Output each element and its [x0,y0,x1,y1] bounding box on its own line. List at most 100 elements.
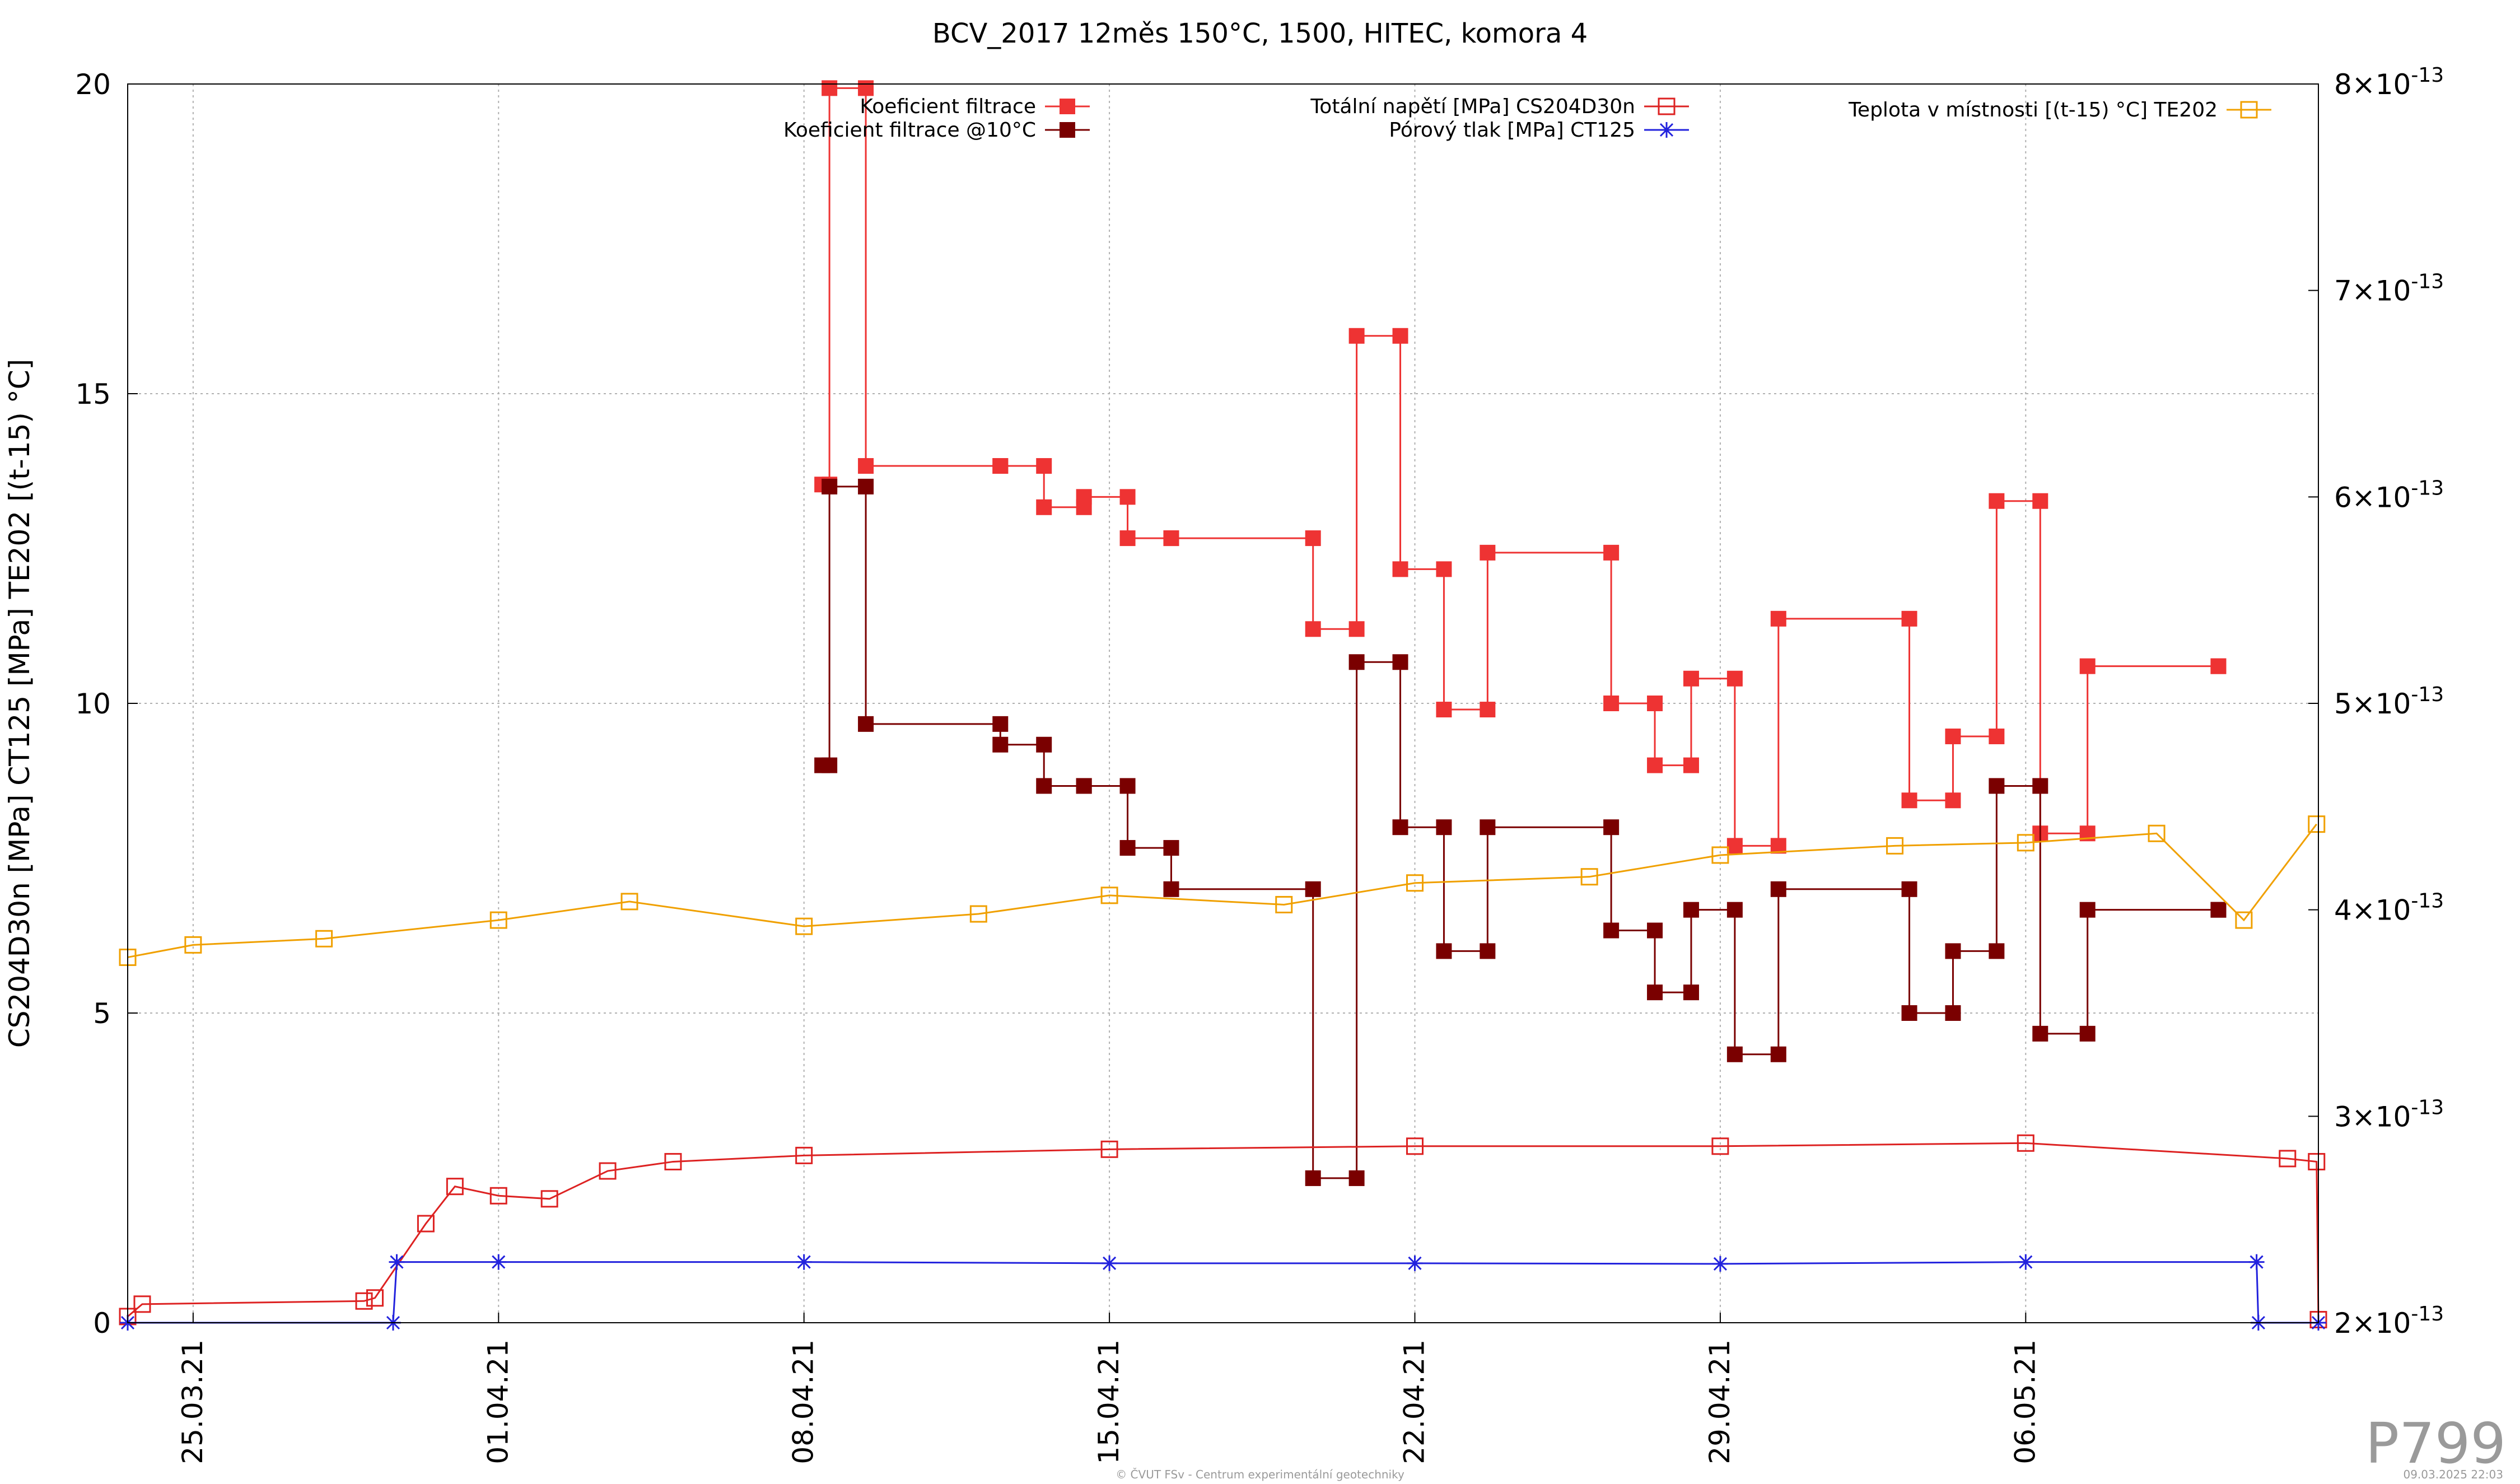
data-point [1436,943,1452,959]
data-point [1683,670,1699,687]
data-point [796,1254,812,1270]
data-point [1119,530,1136,547]
y2-tick-label: 7×10-13 [2334,270,2444,307]
data-point [620,893,638,911]
axes: 25.03.21 01.04.21 08.04.21 15.04.21 22.04.21… [75,64,2444,1464]
data-point [1647,696,1663,711]
legend-label: Koeficient filtrace [860,95,1036,118]
data-point [1683,757,1699,773]
series-2 [814,478,2227,1186]
data-point [2235,911,2253,929]
data-point [795,1146,813,1164]
y-tick-label: 20 [75,68,111,101]
data-point [1305,1170,1321,1186]
data-point [992,458,1009,474]
legend-marker [1658,97,1676,115]
data-point [1726,902,1743,918]
data-point [858,458,874,474]
legend-label: Pórový tlak [MPa] CT125 [1389,119,1635,142]
data-point [1348,328,1365,344]
chart-title: BCV_2017 12měs 150°C, 1500, HITEC, komor… [932,18,1588,49]
data-point [2017,834,2034,852]
data-point [446,1178,464,1196]
data-point [1945,728,1961,744]
legend-entry: Teplota v místnosti [(t-15) °C] TE202 [1848,99,2271,122]
data-point [1076,499,1092,515]
data-point [1100,886,1118,904]
data-point [664,1152,682,1170]
data-point [2210,658,2227,674]
data-point [1886,837,1904,855]
y2-tick-label: 5×10-13 [2334,683,2444,720]
data-point [366,1289,384,1307]
data-point [1102,1255,1118,1271]
legend-marker [2240,101,2258,119]
data-point [1076,778,1092,794]
legend-entry: Totální napětí [MPa] CS204D30n [1310,95,1689,118]
data-point [540,1190,558,1208]
data-point [2079,658,2096,674]
data-point [1711,846,1729,864]
data-point [1945,943,1961,959]
data-point [2308,1152,2326,1170]
data-point [2248,1254,2265,1270]
series-4 [120,1254,2326,1331]
data-point [1305,530,1321,547]
data-point [1436,702,1452,718]
x-tick-label: 29.04.21 [1704,1340,1736,1464]
data-point [858,80,874,96]
series-line [128,1261,2318,1324]
data-point [1603,544,1620,561]
data-point [1163,530,1179,547]
data-point [1711,1137,1729,1155]
data-point [1275,895,1293,913]
data-point [489,1187,507,1205]
x-tick-label: 15.04.21 [1093,1340,1125,1464]
data-point [1392,654,1408,670]
data-point [355,1292,373,1310]
series-line [822,87,2219,847]
data-point [2308,815,2326,833]
data-point [1989,728,2005,744]
data-point [858,478,874,494]
data-point [389,1254,405,1270]
data-point [795,917,813,935]
data-point [1945,792,1961,809]
y-tick-label: 10 [75,688,111,720]
data-point [184,936,202,954]
data-point [2148,824,2166,842]
data-point [1647,984,1663,1001]
data-point [1436,561,1452,577]
data-point [417,1215,435,1233]
y-tick-label: 0 [93,1307,111,1340]
data-point [1406,874,1424,892]
data-point [1770,1046,1786,1062]
y2-tick-label: 2×10-13 [2334,1303,2444,1340]
data-point [1348,654,1365,670]
data-point [1100,1140,1118,1158]
x-tick-label: 06.05.21 [2009,1340,2041,1464]
series-line [822,486,2219,1179]
data-point [315,930,333,948]
data-point [1480,544,1496,561]
data-point [599,1162,617,1180]
data-point [992,716,1009,732]
data-point [1436,819,1452,836]
data-point [1989,778,2005,794]
data-point [1683,902,1699,918]
data-point [1989,943,2005,959]
data-point [1603,696,1620,711]
footer-timestamp: 09.03.2025 22:03 [2403,1468,2503,1481]
data-point [1901,610,1917,627]
legend-label: Koeficient filtrace @10°C [783,119,1036,142]
y-tick-label: 5 [93,997,111,1030]
legend-marker [1659,122,1674,138]
series-layer [119,80,2327,1331]
data-point [1945,1005,1961,1021]
data-point [1480,702,1496,718]
data-point [2017,1134,2034,1152]
data-point [1712,1256,1728,1272]
data-point [1406,1137,1424,1155]
